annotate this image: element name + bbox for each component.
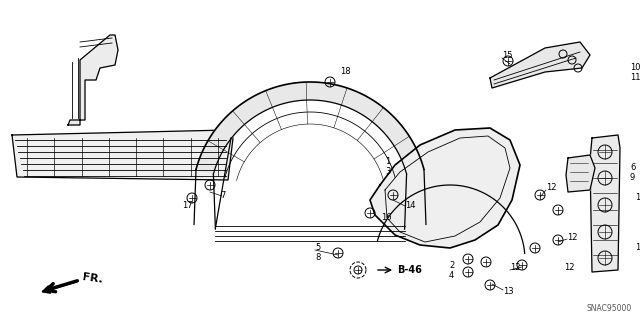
Polygon shape — [566, 155, 595, 192]
Text: FR.: FR. — [82, 271, 104, 284]
Text: 1: 1 — [385, 158, 390, 167]
Text: 19: 19 — [635, 194, 640, 203]
Text: 10: 10 — [630, 63, 640, 72]
Text: 8: 8 — [315, 254, 321, 263]
Text: SNAC95000: SNAC95000 — [587, 304, 632, 313]
Text: 16: 16 — [381, 213, 392, 222]
Text: B-46: B-46 — [397, 265, 422, 275]
Text: 13: 13 — [503, 287, 514, 296]
Polygon shape — [490, 42, 590, 88]
Polygon shape — [370, 128, 520, 248]
Text: 15: 15 — [502, 51, 513, 61]
Text: 3: 3 — [385, 167, 390, 176]
Text: 12: 12 — [546, 183, 557, 192]
Polygon shape — [196, 82, 424, 174]
Text: 19: 19 — [635, 243, 640, 253]
Text: 14: 14 — [405, 202, 415, 211]
Polygon shape — [68, 35, 118, 125]
Text: 12: 12 — [510, 263, 520, 272]
Text: 17: 17 — [182, 201, 193, 210]
Text: 12: 12 — [564, 263, 575, 272]
Text: 11: 11 — [630, 73, 640, 83]
Text: 5: 5 — [315, 243, 320, 253]
Text: 9: 9 — [630, 174, 636, 182]
Text: 7: 7 — [220, 191, 225, 201]
Text: 12: 12 — [567, 233, 577, 241]
Text: 2: 2 — [449, 261, 454, 270]
Text: 4: 4 — [449, 271, 454, 279]
Polygon shape — [590, 135, 620, 272]
Text: 6: 6 — [630, 164, 636, 173]
Polygon shape — [12, 130, 233, 180]
Text: 18: 18 — [340, 68, 351, 77]
